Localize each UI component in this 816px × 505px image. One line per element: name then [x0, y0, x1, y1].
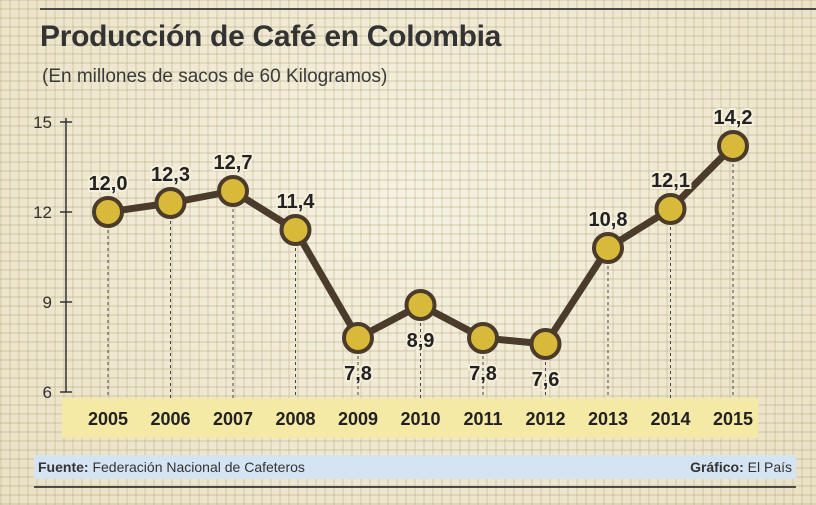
- data-label: 7,8: [469, 363, 497, 385]
- data-label: 11,4: [277, 191, 316, 213]
- data-label: 14,2: [714, 107, 753, 129]
- footer-bar: Fuente: Federación Nacional de Cafeteros…: [34, 455, 796, 479]
- x-tick-label: 2012: [525, 409, 565, 429]
- x-tick-label: 2013: [588, 409, 628, 429]
- x-tick-label: 2015: [713, 409, 753, 429]
- data-label: 8,9: [407, 330, 435, 352]
- x-tick-label: 2014: [650, 409, 690, 429]
- data-label: 7,8: [344, 363, 372, 385]
- data-label: 12,1: [651, 170, 690, 192]
- x-axis-band: [62, 398, 758, 438]
- data-label: 12,7: [214, 152, 253, 174]
- data-point: [154, 187, 187, 219]
- data-point: [217, 175, 249, 207]
- source-label: Fuente:: [38, 459, 89, 475]
- data-point: [404, 289, 437, 321]
- x-tick-label: 2011: [463, 409, 502, 429]
- source-value: Federación Nacional de Cafeteros: [92, 459, 305, 475]
- data-label: 12,0: [89, 173, 128, 195]
- credit-note: Gráfico: El País: [690, 459, 792, 475]
- data-point: [529, 328, 562, 360]
- data-point: [342, 322, 374, 354]
- data-point: [92, 196, 124, 228]
- data-label: 7,6: [532, 369, 560, 391]
- data-label: 12,3: [151, 164, 190, 186]
- credit-label: Gráfico:: [690, 459, 744, 475]
- x-tick-label: 2008: [275, 409, 315, 429]
- y-tick-label: 6: [43, 383, 52, 402]
- y-tick-label: 12: [33, 203, 52, 222]
- y-tick-label: 9: [43, 293, 52, 312]
- data-point: [717, 130, 749, 162]
- bottom-rule: [34, 486, 796, 488]
- source-note: Fuente: Federación Nacional de Cafeteros: [38, 459, 305, 475]
- credit-value: El País: [747, 459, 792, 475]
- data-point: [592, 232, 624, 264]
- x-tick-label: 2006: [150, 409, 190, 429]
- chart-subtitle: (En millones de sacos de 60 Kilogramos): [42, 66, 388, 87]
- x-tick-label: 2007: [213, 409, 253, 429]
- data-point: [467, 322, 499, 354]
- x-tick-label: 2010: [400, 409, 440, 429]
- y-tick-label: 15: [33, 113, 52, 132]
- data-label: 10,8: [589, 209, 628, 231]
- data-point: [654, 193, 687, 225]
- top-rule: [40, 8, 816, 10]
- x-tick-label: 2005: [88, 409, 128, 429]
- chart-title: Producción de Café en Colombia: [40, 20, 502, 53]
- x-tick-label: 2009: [338, 409, 378, 429]
- data-point: [279, 214, 312, 246]
